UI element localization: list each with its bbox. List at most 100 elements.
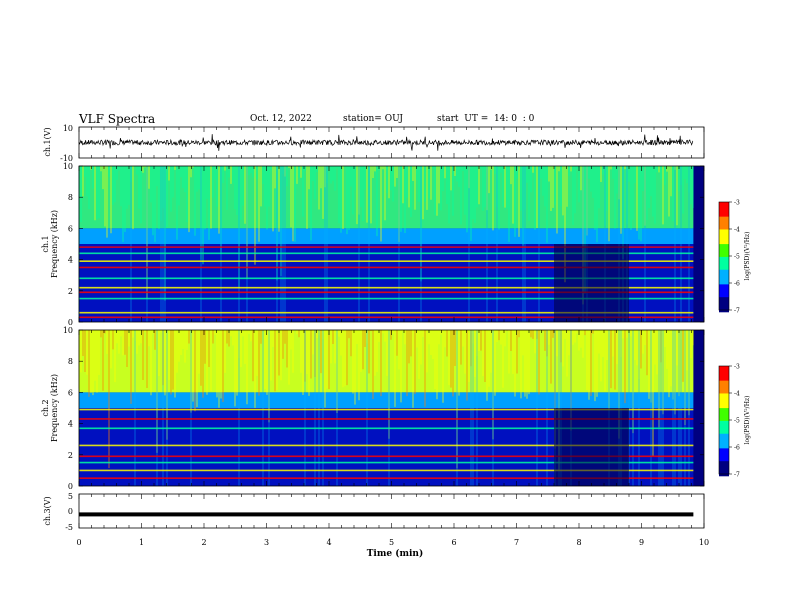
colorbar-segment: [719, 435, 729, 438]
ch2-freq-yticks: 0 2 4 6 8 10: [63, 326, 704, 491]
panel-ch1-waveform: 10 -10 ch.1(V): [43, 124, 705, 163]
colorbar-segment: [719, 366, 729, 369]
colorbar-segment: [719, 464, 729, 468]
colorbar-segment: [719, 223, 729, 227]
ch3-ytick-top: 5: [68, 492, 73, 501]
colorbar-segment: [719, 238, 729, 241]
freq-tick-label: 2: [68, 287, 73, 296]
colorbar-segment: [719, 227, 729, 230]
colorbar-segment: [719, 264, 729, 267]
colorbar-segment: [719, 222, 729, 225]
colorbar-segment: [719, 422, 729, 426]
colorbar-segment: [719, 245, 729, 249]
colorbar-segment: [719, 430, 729, 433]
freq-tick-label: 10: [63, 326, 73, 335]
colorbar-segment: [719, 209, 729, 212]
colorbar-segment: [719, 474, 729, 477]
colorbar-segment: [719, 308, 729, 311]
colorbar-segment: [719, 240, 729, 243]
colorbar-tick-label: -3: [734, 200, 740, 207]
colorbar-segment: [719, 413, 729, 416]
colorbar-segment: [719, 284, 729, 287]
colorbar-tick-label: -7: [734, 472, 740, 479]
colorbar-segment: [719, 299, 729, 302]
colorbar-segment: [719, 431, 729, 435]
colorbar-tick-label: -6: [734, 281, 740, 288]
x-tick-label: 9: [639, 538, 644, 547]
x-axis-tick-labels: 0 1 2 3 4 5 6 7 8 9 10: [76, 538, 709, 547]
ch2-spectrogram-image: [78, 330, 694, 486]
colorbar-segment: [719, 424, 729, 427]
colorbar-segment: [719, 205, 729, 208]
colorbar-segment: [719, 300, 729, 304]
colorbar-segment: [719, 260, 729, 263]
x-tick-label: 10: [699, 538, 709, 547]
colorbar-segment: [719, 275, 729, 278]
colorbar-segment: [719, 441, 729, 444]
colorbar-segment: [719, 378, 729, 382]
colorbar-segment: [719, 406, 729, 409]
colorbar-segment: [719, 459, 729, 462]
colorbar-segment: [719, 288, 729, 291]
ch3-trace: [79, 512, 694, 517]
colorbar-segment: [719, 455, 729, 458]
quiet-interval: [554, 244, 629, 322]
colorbar-segment: [719, 453, 729, 457]
colorbar-segment: [719, 472, 729, 475]
freq-tick-label: 0: [68, 318, 73, 327]
colorbar-segment: [719, 389, 729, 393]
ch1-ylabel-channel: ch.1: [41, 235, 50, 252]
colorbar-segment: [719, 444, 729, 448]
x-tick-label: 8: [576, 538, 581, 547]
ch1-ylabel-frequency: Frequency (kHz): [50, 210, 59, 278]
ch1-spectrogram-image: [78, 166, 694, 322]
colorbar-segment: [719, 415, 729, 418]
ch1-colorbar-label: log(PSD)(V²/Hz): [744, 232, 751, 281]
colorbar-segment: [719, 411, 729, 415]
colorbar-segment: [719, 242, 729, 245]
colorbar-tick-label: -7: [734, 308, 740, 315]
ch1-ylabel: ch.1(V): [43, 127, 52, 156]
ch1-colorbar: -3 -4 -5 -6 -7: [718, 200, 740, 315]
colorbar-segment: [719, 286, 729, 289]
freq-tick-label: 10: [63, 162, 73, 171]
colorbar-segment: [719, 382, 729, 385]
colorbar-segment: [719, 461, 729, 464]
x-tick-label: 7: [514, 538, 519, 547]
colorbar-tick-label: -4: [734, 227, 740, 234]
colorbar-segment: [719, 249, 729, 252]
colorbar-segment: [719, 437, 729, 440]
colorbar-segment: [719, 267, 729, 271]
colorbar-segment: [719, 207, 729, 210]
colorbar-segment: [719, 214, 729, 218]
colorbar-segment: [719, 391, 729, 394]
colorbar-segment: [719, 203, 729, 207]
ch2-spec-xticks: [78, 330, 705, 486]
colorbar-segment: [719, 367, 729, 371]
x-tick-label: 4: [326, 538, 331, 547]
start-time-label: start UT = 14: 0 : 0: [437, 114, 535, 124]
colorbar-segment: [719, 229, 729, 232]
freq-tick-label: 0: [68, 482, 73, 491]
colorbar-segment: [719, 310, 729, 313]
colorbar-segment: [719, 291, 729, 294]
x-tick-label: 5: [389, 538, 394, 547]
colorbar-segment: [719, 218, 729, 221]
colorbar-segment: [719, 470, 729, 473]
colorbar-segment: [719, 426, 729, 429]
ch3-ylabel: ch.3(V): [43, 496, 52, 525]
ch3-xticks: [78, 494, 705, 528]
colorbar-segment: [719, 450, 729, 453]
colorbar-segment: [719, 402, 729, 405]
freq-tick-label: 4: [68, 256, 73, 265]
colorbar-segment: [719, 289, 729, 293]
freq-tick-label: 2: [68, 451, 73, 460]
ch1-waveform-trace: [78, 134, 694, 151]
colorbar-segment: [719, 371, 729, 374]
colorbar-segment: [719, 271, 729, 274]
colorbar-segment: [719, 262, 729, 265]
freq-tick-label: 8: [68, 357, 73, 366]
